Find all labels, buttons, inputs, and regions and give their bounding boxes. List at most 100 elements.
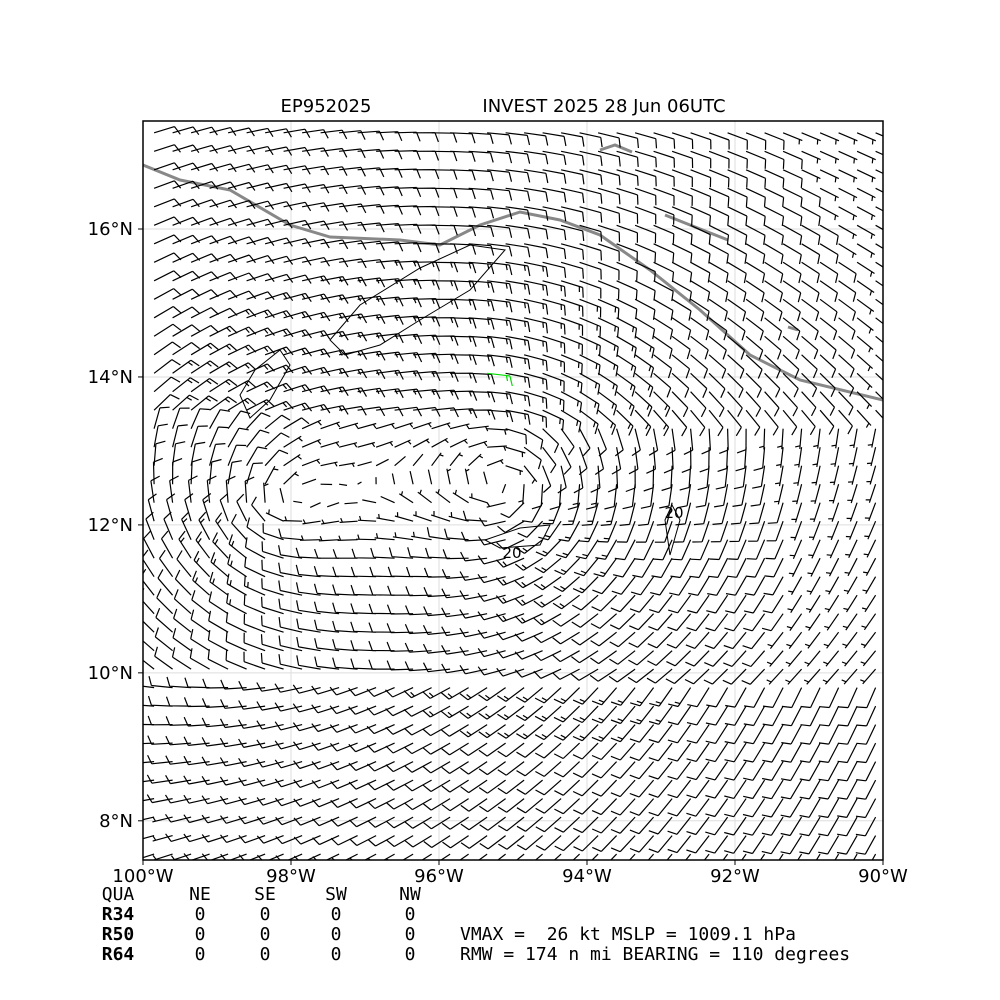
wind-barb [153,288,182,300]
wind-barb [856,206,876,221]
wind-barb [209,217,238,227]
wind-barb [616,187,639,205]
wind-barb [301,458,321,467]
wind-barb [487,169,513,182]
wind-barb [441,663,469,674]
wind-barb [339,517,358,523]
wind-barb [764,354,781,379]
wind-barb [581,502,599,526]
wind-barb [690,187,712,207]
wind-barb [497,742,525,758]
wind-barb [648,761,673,780]
wind-barb [782,409,798,436]
wind-barb [225,612,247,633]
wind-barb [604,484,618,510]
wind-barb [579,187,603,204]
wind-barb [386,816,414,829]
wind-barb [283,454,302,467]
wind-barb [274,778,303,788]
wind-barb [616,206,639,224]
wind-barb [209,271,238,282]
wind-barb [403,724,432,736]
wind-barb [172,306,201,319]
wind-barb [653,354,673,379]
wind-barb [478,687,506,702]
wind-barb [337,535,358,541]
wind-barb [819,687,840,709]
wind-barb [357,314,386,324]
wind-barb [523,446,542,470]
wind-barb [557,465,567,494]
wind-barb [590,613,617,629]
wind-barb [394,388,423,399]
wind-barb [648,816,673,835]
wind-barb [780,798,803,818]
wind-barb [348,705,377,715]
wind-barb [838,372,855,397]
wind-barb [441,645,469,655]
wind-barb [555,539,581,559]
wind-barb [856,354,873,372]
wind-barb [648,835,673,853]
wind-barb [560,354,583,375]
wind-barb [801,132,821,145]
wind-barb [692,521,710,543]
wind-barb [312,835,340,846]
wind-barb [368,640,395,652]
wind-barb [552,613,580,627]
wind-barb [477,592,506,602]
wind-barb [610,687,636,706]
wind-barb [370,547,395,559]
wind-barb [243,613,266,633]
wind-barb [818,724,840,745]
wind-barb [616,520,636,543]
wind-barb [450,224,477,237]
wind-barb [686,798,710,817]
wind-barb [278,635,303,652]
wind-barb [856,187,876,202]
wind-barb [653,150,675,168]
wind-barb [246,255,275,264]
wind-barb [629,724,655,743]
wind-barb [856,243,876,258]
wind-barb [293,741,321,751]
wind-barb [339,483,348,486]
wind-barb [591,798,618,816]
wind-barb [295,564,321,578]
wind-barb [745,335,764,360]
wind-barb [311,742,340,751]
wind-barb [498,835,525,850]
wind-barb [875,261,883,268]
wind-barb [449,423,470,430]
wind-barb [283,146,311,157]
wind-barb [766,668,784,685]
wind-barb [609,631,636,648]
wind-barb [450,280,477,292]
table-cell: 0 [195,944,206,965]
wind-barb [339,221,367,232]
wind-barb [339,203,367,214]
wind-barb [727,280,747,303]
wind-barb [807,557,821,577]
wind-barb [724,816,747,836]
wind-barb [594,447,605,475]
wind-barb [801,391,817,417]
wind-barb [468,317,495,330]
wind-barb [380,495,395,504]
wind-barb [578,447,588,476]
wind-barb [762,724,784,745]
wind-barb [571,631,599,646]
wind-barb [856,409,872,428]
wind-barb [209,378,238,393]
wind-barb [385,724,414,735]
wind-barb [386,604,414,615]
wind-barb [560,224,585,241]
wind-barb [801,224,821,245]
wind-barb [413,132,439,143]
wind-barb [597,206,621,224]
wind-barb [468,187,494,200]
wind-barb [190,162,219,172]
wind-barb [811,465,821,486]
x-tick-label: 90°W [858,866,908,887]
wind-barb [761,761,784,781]
